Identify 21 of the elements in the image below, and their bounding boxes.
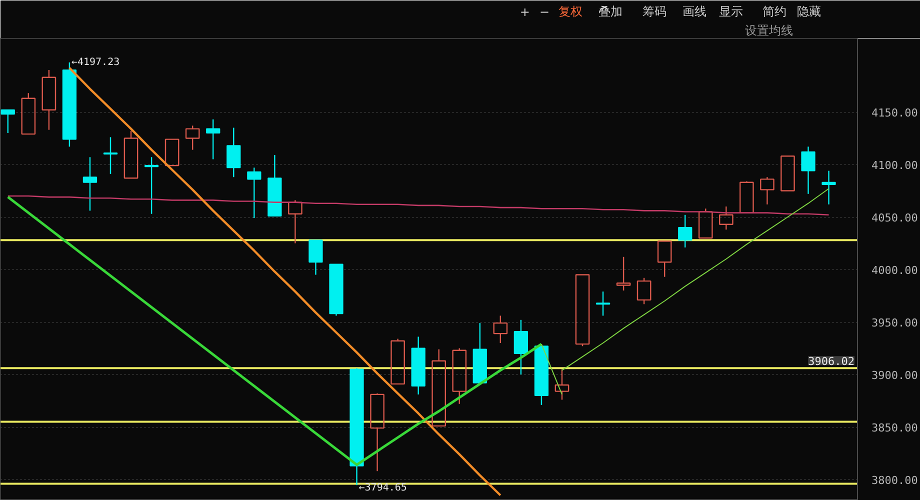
text: 叠加 bbox=[598, 4, 623, 18]
text: 设置均线 bbox=[745, 24, 794, 38]
y-tick-label: 3950.00 bbox=[872, 316, 918, 330]
text: 复权 bbox=[558, 4, 583, 18]
text: − bbox=[539, 5, 550, 19]
ref-line-label: 3906.02 bbox=[808, 355, 854, 368]
text: 筹码 bbox=[642, 4, 666, 18]
y-tick-label: 4100.00 bbox=[872, 159, 918, 172]
text: + bbox=[520, 5, 530, 19]
y-tick-label: 3800.00 bbox=[872, 474, 918, 487]
y-tick-label: 3900.00 bbox=[872, 369, 918, 382]
text: 画线 bbox=[682, 4, 706, 18]
y-tick-label: 4150.00 bbox=[872, 106, 918, 120]
y-tick-label: 4050.00 bbox=[872, 212, 918, 224]
annotation: ←3794.65 bbox=[358, 482, 407, 494]
text: 简约 bbox=[762, 4, 787, 18]
text: 隐藏 bbox=[797, 4, 822, 18]
y-tick-label: 4000.00 bbox=[872, 264, 918, 277]
annotation: ←4197.23 bbox=[71, 56, 120, 68]
text: 显示 bbox=[718, 4, 743, 18]
y-tick-label: 3850.00 bbox=[872, 422, 918, 434]
